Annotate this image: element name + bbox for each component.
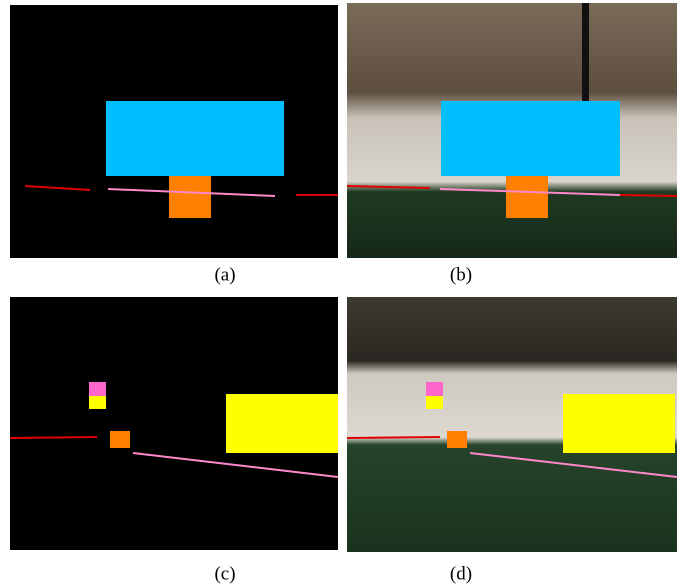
panel-c: [10, 297, 338, 550]
panel-d: [347, 297, 677, 552]
caption: (c): [214, 563, 235, 584]
caption: (a): [214, 264, 235, 285]
caption: (d): [450, 563, 472, 584]
caption: (b): [450, 264, 472, 285]
panel-a: [10, 5, 338, 258]
panel-b: [347, 3, 677, 258]
figure: (a) (b) (c) (d): [0, 0, 685, 588]
